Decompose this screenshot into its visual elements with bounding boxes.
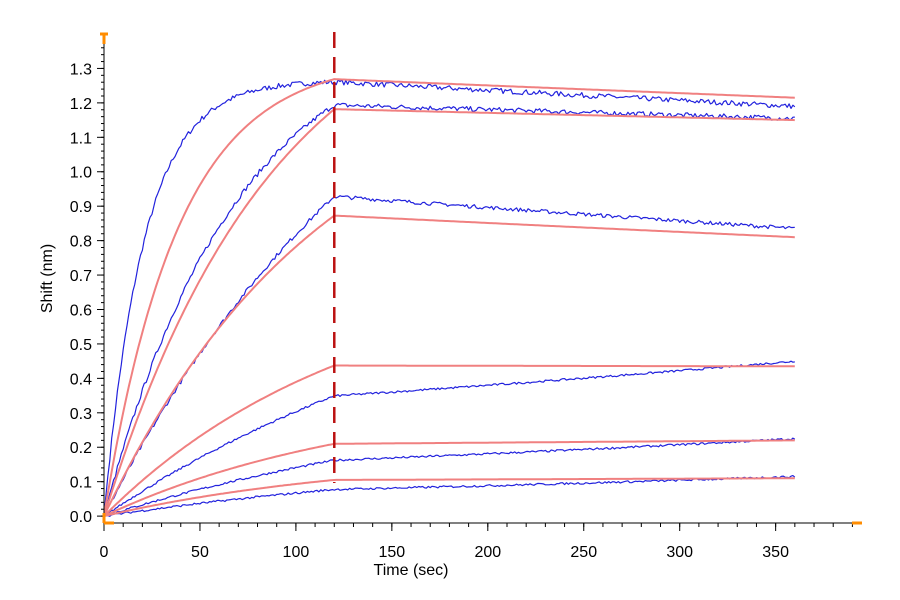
y-tick-label: 0.9	[70, 199, 92, 216]
y-tick-label: 1.1	[70, 130, 92, 147]
measured-curve	[103, 437, 796, 517]
y-tick-label: 0.7	[70, 268, 92, 285]
y-tick-label: 1.3	[70, 61, 92, 78]
y-tick-label: 0.3	[70, 406, 92, 423]
x-tick-label: 200	[474, 544, 501, 561]
y-tick-label: 0.4	[70, 371, 92, 388]
fitted-curve	[103, 78, 795, 517]
x-tick-label: 350	[762, 544, 789, 561]
measured-curve	[103, 195, 795, 517]
series-layer	[103, 78, 796, 518]
x-tick-label: 150	[378, 544, 405, 561]
x-axis-title: Time (sec)	[374, 562, 449, 579]
y-tick-label: 1.2	[70, 96, 92, 113]
fitted-curve	[103, 364, 795, 517]
y-tick-label: 0.6	[70, 302, 92, 319]
fitted-curve	[103, 214, 795, 517]
y-tick-label: 0.1	[70, 475, 92, 492]
y-tick-label: 1.0	[70, 165, 92, 182]
y-axis-title: Shift (nm)	[39, 244, 56, 313]
measured-curve	[103, 102, 795, 517]
fitted-curve	[103, 108, 795, 517]
x-axis-ticks: 0 50 100 150 200 250 300 350	[100, 523, 853, 561]
y-tick-label: 0.0	[70, 509, 92, 526]
axis-corner-marks	[100, 32, 862, 525]
y-tick-label: 0.5	[70, 337, 92, 354]
x-tick-label: 250	[570, 544, 597, 561]
x-tick-label: 0	[100, 544, 109, 561]
x-tick-label: 300	[666, 544, 693, 561]
y-axis-ticks: 0.0 0.1 0.2 0.3 0.4 0.5 0.6 0.7 0.8 0.9 1.0 1.1 1.2 1…	[70, 47, 104, 526]
x-tick-label: 50	[191, 544, 209, 561]
x-tick-label: 100	[283, 544, 310, 561]
measured-curve	[103, 79, 796, 517]
fitted-curve	[103, 439, 795, 518]
measured-curve	[103, 360, 795, 517]
fitted-curve	[103, 477, 795, 518]
y-tick-label: 0.8	[70, 234, 92, 251]
y-tick-label: 0.2	[70, 440, 92, 457]
